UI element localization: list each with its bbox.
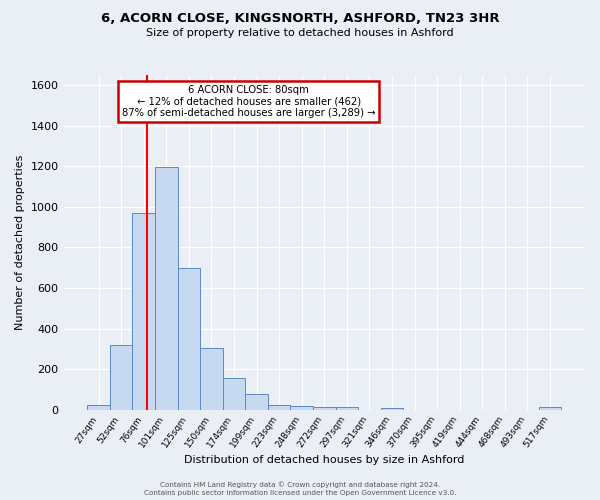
Text: Size of property relative to detached houses in Ashford: Size of property relative to detached ho… — [146, 28, 454, 38]
Bar — [178, 268, 200, 410]
Bar — [539, 406, 561, 410]
Text: 6, ACORN CLOSE, KINGSNORTH, ASHFORD, TN23 3HR: 6, ACORN CLOSE, KINGSNORTH, ASHFORD, TN2… — [101, 12, 499, 26]
Bar — [381, 408, 403, 410]
Text: 6 ACORN CLOSE: 80sqm
← 12% of detached houses are smaller (462)
87% of semi-deta: 6 ACORN CLOSE: 80sqm ← 12% of detached h… — [122, 85, 376, 118]
Bar — [245, 394, 268, 409]
Text: Contains HM Land Registry data © Crown copyright and database right 2024.: Contains HM Land Registry data © Crown c… — [160, 481, 440, 488]
Bar — [335, 406, 358, 410]
Bar — [268, 404, 290, 409]
Text: Contains public sector information licensed under the Open Government Licence v3: Contains public sector information licen… — [144, 490, 456, 496]
Bar — [223, 378, 245, 410]
Bar — [313, 406, 335, 410]
Bar — [290, 406, 313, 409]
Bar — [155, 168, 178, 410]
Bar — [110, 344, 133, 410]
Bar — [200, 348, 223, 410]
Bar — [133, 213, 155, 410]
Y-axis label: Number of detached properties: Number of detached properties — [15, 154, 25, 330]
Bar — [87, 404, 110, 409]
X-axis label: Distribution of detached houses by size in Ashford: Distribution of detached houses by size … — [184, 455, 464, 465]
